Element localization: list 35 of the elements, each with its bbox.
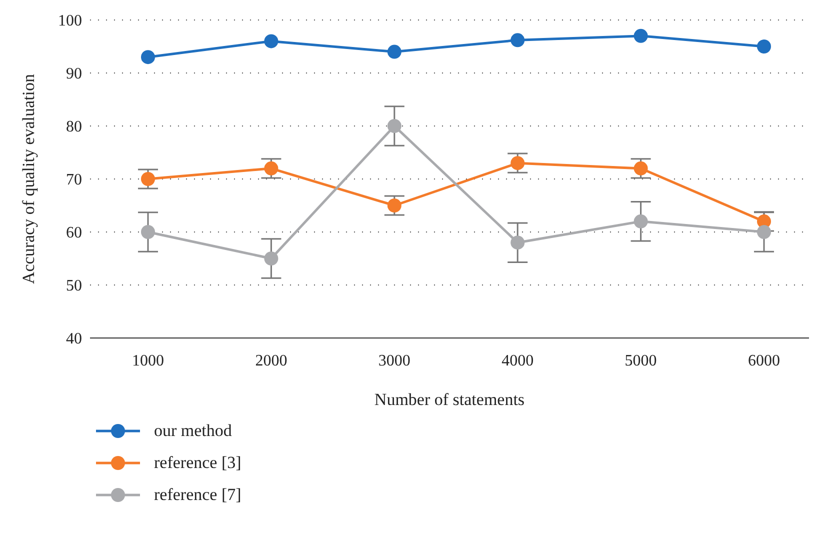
point — [634, 28, 648, 43]
x-tick-label: 6000 — [748, 352, 780, 370]
point — [634, 161, 648, 176]
legend-label: reference [3] — [154, 453, 242, 473]
point — [141, 225, 155, 239]
x-tick-label: 4000 — [502, 352, 534, 370]
point — [387, 198, 402, 212]
point — [510, 33, 525, 48]
point — [141, 172, 155, 186]
x-tick-label: 5000 — [624, 352, 657, 370]
point — [264, 34, 278, 48]
y-tick-label: 50 — [66, 278, 82, 295]
point — [510, 236, 525, 250]
y-tick-label: 90 — [66, 66, 82, 83]
point — [634, 214, 648, 228]
x-tick-label: 2000 — [255, 352, 288, 370]
point — [141, 50, 155, 64]
point — [264, 161, 278, 176]
x-tick-label: 1000 — [132, 352, 164, 370]
y-tick-label: 80 — [66, 118, 82, 136]
x-axis-title: Number of statements — [374, 390, 525, 409]
point — [757, 40, 771, 54]
y-tick-label: 100 — [58, 12, 82, 30]
point — [757, 225, 771, 239]
y-axis-title: Accuracy of quality evaluation — [19, 73, 38, 284]
y-tick-label: 60 — [66, 224, 82, 242]
y-tick-label: 70 — [66, 172, 82, 189]
x-tick-label: 3000 — [378, 352, 410, 370]
y-tick-label: 40 — [66, 330, 82, 348]
point — [387, 119, 402, 133]
point — [264, 252, 278, 266]
legend-label: reference [7] — [154, 485, 242, 505]
point — [510, 156, 525, 170]
legend-label: our method — [154, 421, 232, 441]
point — [387, 44, 402, 59]
